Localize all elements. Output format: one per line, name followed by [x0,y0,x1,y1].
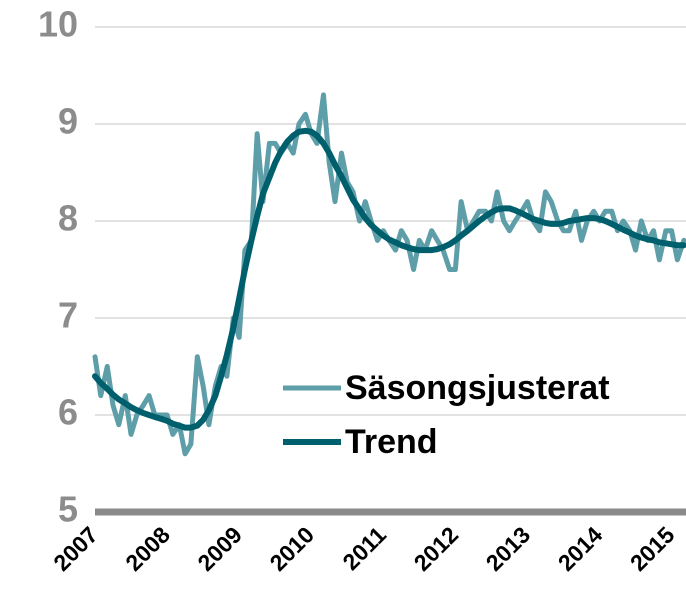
x-tick-label: 2015 [625,521,680,576]
x-tick-label: 2007 [48,521,103,576]
x-tick-label: 2014 [553,521,608,576]
y-tick-label: 5 [58,489,78,530]
x-tick-label: 2012 [409,521,464,576]
x-tick-label: 2010 [264,521,319,576]
y-tick-label: 8 [58,198,78,239]
y-tick-label: 7 [58,295,78,336]
x-tick-label: 2013 [481,521,536,576]
x-tick-label: 2011 [337,521,391,575]
legend-label: Trend [345,423,438,461]
x-tick-label: 2009 [192,521,247,576]
x-tick-label: 2008 [120,521,175,576]
series-line [92,127,686,431]
y-tick-label: 9 [58,101,78,142]
y-tick-label: 6 [58,392,78,433]
legend-label: Säsongsjusterat [345,369,610,407]
y-tick-label: 10 [38,4,78,45]
